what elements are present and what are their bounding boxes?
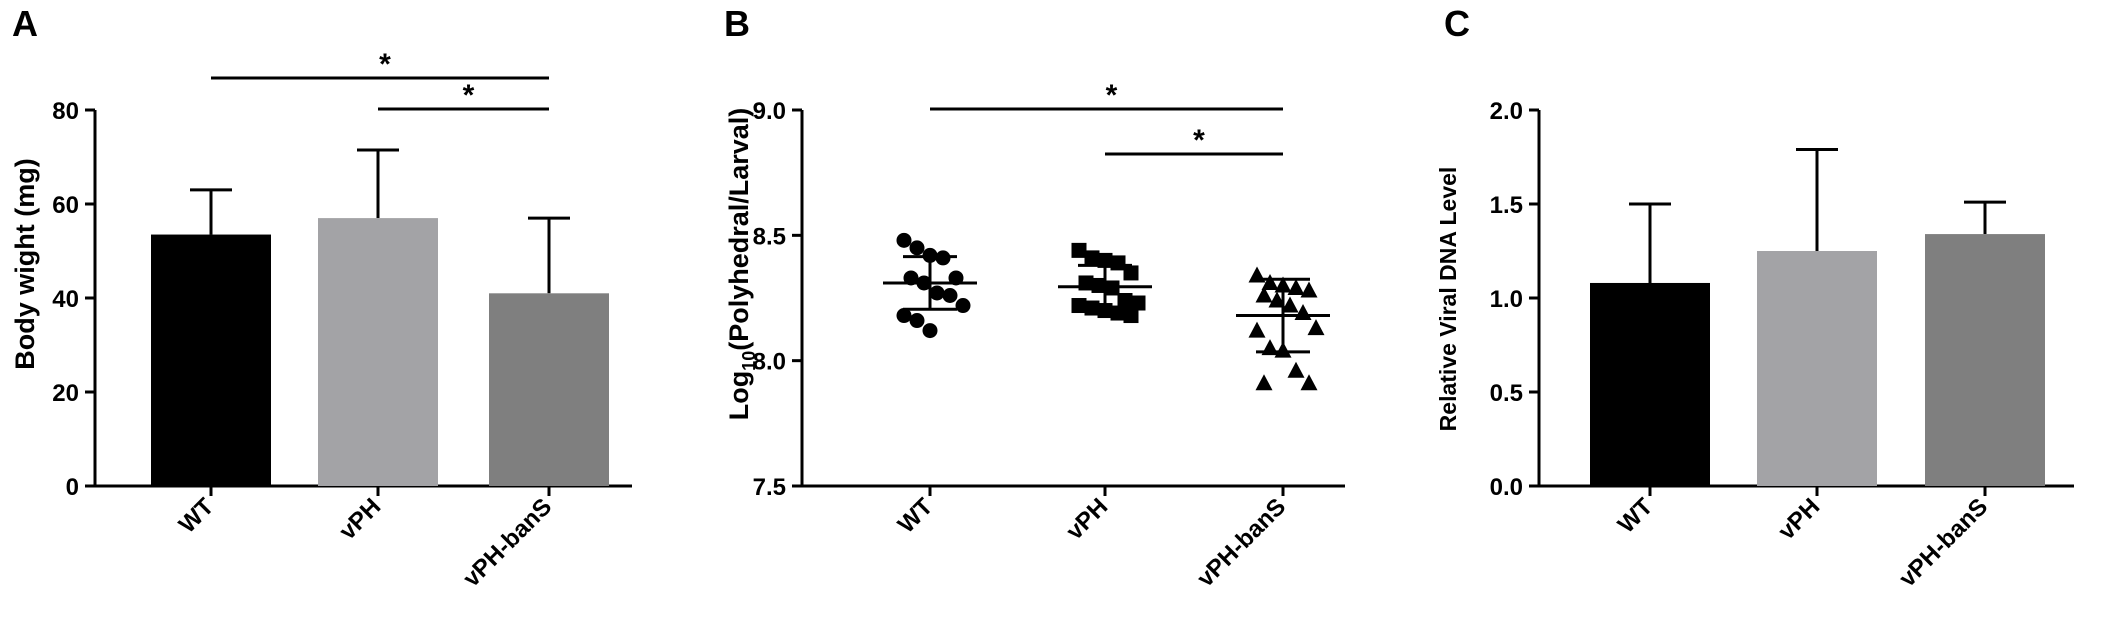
panel-b-data-point [909, 313, 925, 329]
panel-c-y-tick-label: 1.0 [1490, 286, 1523, 313]
panel-b-significance-star: * [1106, 79, 1118, 112]
panel-a-significance-star: * [463, 79, 475, 112]
panel-a: A Body wight (mg) 0 20 40 60 80 WT vPH vPH-banS… [10, 3, 632, 592]
panel-a-bar [318, 218, 438, 486]
panel-b-data-point [896, 308, 912, 324]
panel-a-category-label: WT [174, 493, 220, 539]
panel-b: B Log10(Polyhedral/Larval) 7.5 8.0 8.5 9.0 W… [724, 3, 1345, 592]
panel-c-bar [1590, 282, 1710, 486]
panel-c-y-tick-label: 0.5 [1490, 380, 1523, 407]
panel-b-data-point [1084, 250, 1100, 266]
panel-b-data-point [1287, 361, 1305, 378]
panel-b-data-point [1281, 296, 1299, 313]
panel-b-data-point [1300, 374, 1318, 391]
panel-a-significance-star: * [379, 48, 391, 81]
panel-b-category-label: WT [893, 493, 939, 539]
panel-c-y-tick-label: 0.0 [1490, 474, 1523, 501]
panel-b-data-point [1123, 308, 1139, 324]
panel-letter-c: C [1444, 3, 1470, 44]
panel-b-data-point [1248, 321, 1266, 338]
panel-c-bar [1757, 251, 1877, 486]
panel-a-y-tick-label: 20 [52, 380, 79, 407]
panel-b-data-point [955, 298, 971, 314]
panel-c-y-tick-label: 2.0 [1490, 98, 1523, 125]
panel-c-y-axis-label: Relative Viral DNA Level [1435, 167, 1461, 432]
panel-b-data-point [1123, 265, 1139, 281]
panel-b-data-point [1307, 319, 1325, 336]
panel-c-y-tick-label: 1.5 [1490, 192, 1523, 219]
panel-b-data-point [1287, 278, 1305, 295]
panel-b-data-point [1071, 298, 1087, 314]
panel-b-y-tick-label: 9.0 [753, 98, 786, 125]
panel-b-data-point [1300, 281, 1318, 298]
panel-b-data-point [922, 323, 938, 339]
panel-b-data-point [1130, 295, 1146, 311]
panel-b-category-label: vPH [1061, 493, 1113, 545]
panel-a-bar [489, 293, 609, 486]
panel-b-data-point [1110, 255, 1126, 271]
panel-c-bar [1925, 234, 2045, 486]
panel-b-data-point [1117, 293, 1133, 309]
panel-c-category-label: vPH [1773, 493, 1825, 545]
panel-b-y-tick-label: 8.0 [753, 349, 786, 376]
panel-b-data-point [1268, 291, 1286, 308]
panel-b-category-label: vPH-banS [1192, 493, 1291, 592]
panel-b-data-point [1255, 374, 1273, 391]
panel-b-data-point [909, 240, 925, 256]
panel-b-y-tick-label: 8.5 [753, 223, 786, 250]
panel-letter-b: B [724, 3, 750, 44]
panel-a-y-tick-label: 40 [52, 286, 79, 313]
panel-b-data-point [896, 232, 912, 248]
panel-c-category-label: WT [1613, 493, 1659, 539]
panel-c: C Relative Viral DNA Level 0.0 0.5 1.0 1.5 2… [1435, 3, 2074, 592]
panel-a-y-axis-label: Body wight (mg) [10, 158, 40, 369]
panel-letter-a: A [12, 3, 38, 44]
panel-a-y-tick-label: 0 [66, 474, 79, 501]
panel-b-data-point [929, 285, 945, 301]
panel-b-y-axis-label: Log10(Polyhedral/Larval) [724, 108, 759, 421]
panel-a-y-tick-label: 80 [52, 98, 79, 125]
panel-b-data-point [942, 287, 958, 303]
panel-b-y-tick-label: 7.5 [753, 474, 786, 501]
panel-b-data-point [1261, 273, 1279, 290]
panel-a-y-tick-label: 60 [52, 192, 79, 219]
panel-a-category-label: vPH-banS [458, 493, 557, 592]
panel-b-data-point [1071, 242, 1087, 258]
panel-b-significance-star: * [1193, 124, 1205, 157]
panel-a-bar [151, 234, 271, 486]
panel-b-data-point [1255, 286, 1273, 303]
panel-c-category-label: vPH-banS [1894, 493, 1993, 592]
panel-a-category-label: vPH [334, 493, 386, 545]
